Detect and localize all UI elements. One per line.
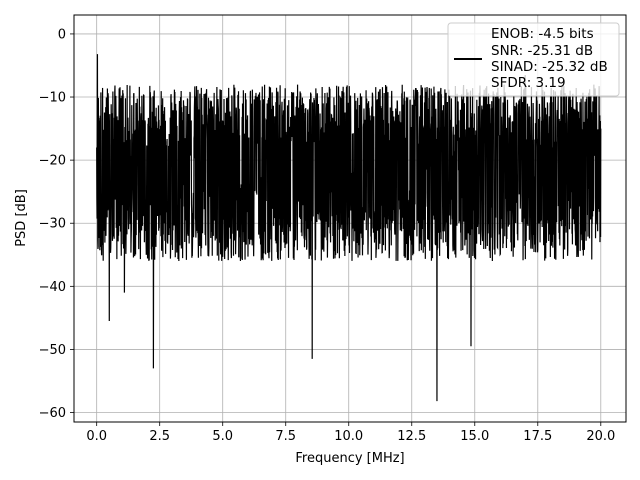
plot-frame (73, 14, 627, 423)
legend-line-sinad: SINAD: -25.32 dB (491, 59, 608, 75)
psd-trace (96, 54, 602, 402)
legend-line-snr: SNR: -25.31 dB (491, 43, 593, 59)
x-tick-label: 15.0 (460, 429, 489, 444)
x-tick-label: 7.5 (275, 429, 296, 444)
x-tick-label: 2.5 (149, 429, 170, 444)
x-tick-label: 0.0 (86, 429, 107, 444)
legend: ENOB: -4.5 bits SNR: -25.31 dB SINAD: -2… (447, 22, 620, 97)
x-tick-label: 20.0 (586, 429, 615, 444)
x-tick-label: 5.0 (212, 429, 233, 444)
x-axis-ticks: 0.0 2.5 5.0 7.5 10.0 12.5 15.0 17.5 20.0 (86, 422, 615, 444)
legend-line-sfdr: SFDR: 3.19 (491, 75, 566, 91)
psd-series (96, 54, 602, 402)
legend-line-enob: ENOB: -4.5 bits (491, 26, 594, 42)
y-tick-label: 0 (58, 27, 66, 42)
legend-box (447, 22, 620, 97)
x-tick-label: 12.5 (397, 429, 426, 444)
y-tick-label: −50 (39, 343, 66, 358)
y-axis-ticks: 0 −10 −20 −30 −40 −50 −60 (39, 27, 74, 421)
y-tick-label: −40 (39, 280, 66, 295)
y-axis-label: PSD [dB] (14, 189, 29, 247)
x-tick-label: 17.5 (523, 429, 552, 444)
x-axis-label: Frequency [MHz] (295, 451, 404, 466)
y-tick-label: −20 (39, 154, 66, 169)
x-tick-label: 10.0 (334, 429, 363, 444)
y-tick-label: −10 (39, 91, 66, 106)
y-tick-label: −30 (39, 217, 66, 232)
y-tick-label: −60 (39, 406, 66, 421)
